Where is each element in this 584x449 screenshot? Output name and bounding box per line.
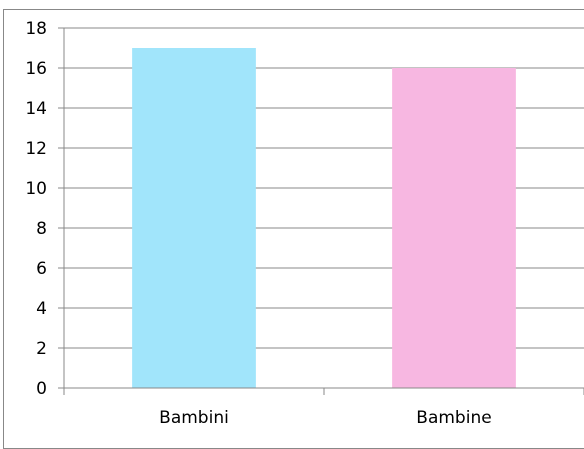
bar-bambini [132,48,256,388]
y-tick-label: 8 [36,219,47,239]
x-axis-tick-labels: Bambini Bambine [159,408,492,428]
y-axis-tick-labels: 0 2 4 6 8 10 12 14 16 18 [25,19,47,399]
y-tick-label: 10 [25,179,47,199]
bars [132,48,516,388]
y-tick-label: 12 [25,139,47,159]
y-tick-label: 4 [36,299,47,319]
y-tick-label: 2 [36,339,47,359]
bar-bambine [392,68,516,388]
y-tick-label: 16 [25,59,47,79]
x-category-label: Bambine [416,408,491,428]
y-tick-label: 6 [36,259,47,279]
y-tick-label: 0 [36,379,47,399]
x-category-label: Bambini [159,408,229,428]
y-tick-label: 18 [25,19,47,39]
axes [63,28,584,389]
bar-chart: 0 2 4 6 8 10 12 14 16 18 Bambini Bambine [25,19,584,428]
y-tick-label: 14 [25,99,47,119]
